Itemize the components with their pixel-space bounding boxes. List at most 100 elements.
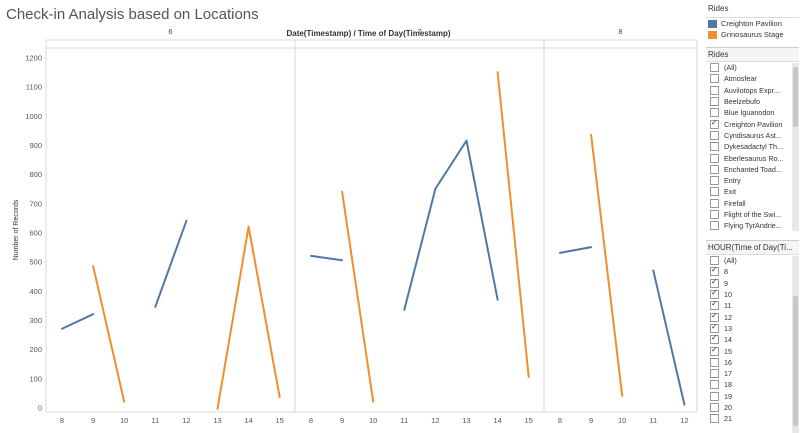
hour-filter-item[interactable]: 9	[706, 278, 799, 289]
checkbox[interactable]	[710, 391, 719, 401]
hour-filter-item[interactable]: 8	[706, 266, 799, 277]
rides-filter-item[interactable]: Creighton Pavilion	[706, 118, 799, 129]
x-tick-label: 15	[276, 416, 284, 425]
series-line-grinosaurus-stage	[341, 190, 375, 403]
checkbox[interactable]	[710, 357, 719, 367]
checkbox[interactable]	[710, 345, 719, 356]
hour-filter-item[interactable]: 20	[706, 402, 799, 413]
hour-filter-label: 11	[724, 301, 732, 311]
checkbox[interactable]	[710, 153, 719, 163]
rides-filter-item[interactable]: Firefall	[706, 198, 799, 209]
legend-label: Grinosaurus Stage	[721, 30, 784, 39]
chart-title: Check-in Analysis based on Locations	[6, 6, 259, 23]
checkbox[interactable]	[710, 369, 719, 379]
checkbox[interactable]	[710, 380, 719, 390]
checkbox[interactable]	[710, 221, 719, 230]
hour-filter-item[interactable]: 12	[706, 311, 799, 322]
checkbox[interactable]	[710, 311, 719, 322]
legend-item[interactable]: Grinosaurus Stage	[706, 29, 799, 40]
rides-filter-item[interactable]: Cyndisaurus Ast...	[706, 130, 799, 141]
hour-filter-label: 18	[724, 380, 732, 390]
checkbox[interactable]	[710, 108, 719, 118]
rides-filter-label: Firefall	[724, 198, 746, 208]
legend-swatch	[708, 19, 717, 28]
hour-filter-item[interactable]: 17	[706, 368, 799, 379]
hour-filter-item[interactable]: 19	[706, 391, 799, 402]
hour-filter-scrollbar[interactable]	[792, 256, 799, 433]
y-tick-label: 500	[29, 258, 42, 267]
checkbox[interactable]	[710, 187, 719, 197]
checkbox[interactable]	[710, 74, 719, 84]
series-line-grinosaurus-stage	[496, 71, 530, 378]
hour-filter-label: 16	[724, 357, 732, 367]
y-tick-label: 900	[29, 141, 42, 150]
hour-filter-label: 14	[724, 335, 732, 345]
hour-filter-scroll-thumb[interactable]	[793, 296, 798, 426]
rides-filter-item[interactable]: Atmosfear	[706, 73, 799, 84]
panel-header-label: 7	[417, 27, 421, 36]
y-tick-label: 1000	[25, 112, 42, 121]
checkbox[interactable]	[710, 289, 719, 300]
checkbox[interactable]	[710, 414, 719, 424]
legend-label: Creighton Pavilion	[721, 19, 782, 28]
hour-filter-item[interactable]: (All)	[706, 255, 799, 266]
checkbox[interactable]	[710, 323, 719, 333]
checkbox[interactable]	[710, 164, 719, 174]
rides-filter-item[interactable]: Blue Iguanodon	[706, 107, 799, 118]
hour-filter-item[interactable]: 15	[706, 345, 799, 356]
series-line-grinosaurus-stage	[590, 133, 624, 397]
series-line-creighton-pavilion	[403, 139, 499, 311]
x-tick-label: 11	[400, 416, 408, 425]
hour-filter-item[interactable]: 14	[706, 334, 799, 345]
series-line-creighton-pavilion	[310, 254, 344, 262]
checkbox[interactable]	[710, 403, 719, 412]
y-tick-label: 700	[29, 199, 42, 208]
rides-filter-item[interactable]: Entry	[706, 175, 799, 186]
rides-filter-item[interactable]: Flying TyrAndrie...	[706, 220, 799, 230]
hour-filter-label: 20	[724, 403, 732, 412]
checkbox[interactable]	[710, 210, 719, 219]
checkbox[interactable]	[710, 63, 719, 73]
rides-filter-item[interactable]: (All)	[706, 62, 799, 73]
rides-filter-item[interactable]: Enchanted Toad...	[706, 164, 799, 175]
y-tick-label: 1200	[25, 54, 42, 63]
checkbox[interactable]	[710, 278, 719, 288]
legend-item[interactable]: Creighton Pavilion	[706, 18, 799, 29]
rides-filter-scroll-thumb[interactable]	[793, 67, 798, 127]
rides-filter-label: Beelzebufo	[724, 97, 760, 107]
x-tick-label: 9	[589, 416, 593, 425]
hour-filter-item[interactable]: 13	[706, 323, 799, 334]
checkbox[interactable]	[710, 85, 719, 95]
x-tick-label: 8	[309, 416, 313, 425]
rides-filter-scrollbar[interactable]	[792, 63, 799, 231]
checkbox[interactable]	[710, 334, 719, 345]
checkbox[interactable]	[710, 198, 719, 208]
rides-filter-item[interactable]: Dykesadactyl Th...	[706, 141, 799, 152]
series-line-grinosaurus-stage	[216, 225, 281, 410]
hour-filter-item[interactable]: 10	[706, 289, 799, 300]
checkbox[interactable]	[710, 256, 719, 266]
hour-filter-item[interactable]: 21	[706, 413, 799, 424]
checkbox[interactable]	[710, 176, 719, 186]
checkbox[interactable]	[710, 130, 719, 140]
hour-filter-label: (All)	[724, 256, 737, 266]
hour-filter-item[interactable]: 18	[706, 379, 799, 390]
checkbox[interactable]	[710, 97, 719, 107]
x-tick-label: 12	[182, 416, 190, 425]
hour-filter-item[interactable]: 16	[706, 357, 799, 368]
rides-filter-item[interactable]: Flight of the Swi...	[706, 209, 799, 220]
checkbox[interactable]	[710, 300, 719, 311]
checkbox[interactable]	[710, 142, 719, 152]
checkbox[interactable]	[710, 266, 719, 277]
y-tick-label: 100	[29, 374, 42, 383]
rides-filter-item[interactable]: Exit	[706, 186, 799, 197]
checkbox[interactable]	[710, 118, 719, 129]
rides-filter-item[interactable]: Eberlesaurus Ro...	[706, 152, 799, 163]
hour-filter-item[interactable]: 11	[706, 300, 799, 311]
rides-filter-item[interactable]: Auvilotops Expr...	[706, 85, 799, 96]
y-tick-label: 400	[29, 287, 42, 296]
x-tick-label: 8	[558, 416, 562, 425]
rides-filter-item[interactable]: Beelzebufo	[706, 96, 799, 107]
rides-filter: Rides (All) Atmosfear Auvilotops Expr... Be…	[706, 47, 799, 231]
